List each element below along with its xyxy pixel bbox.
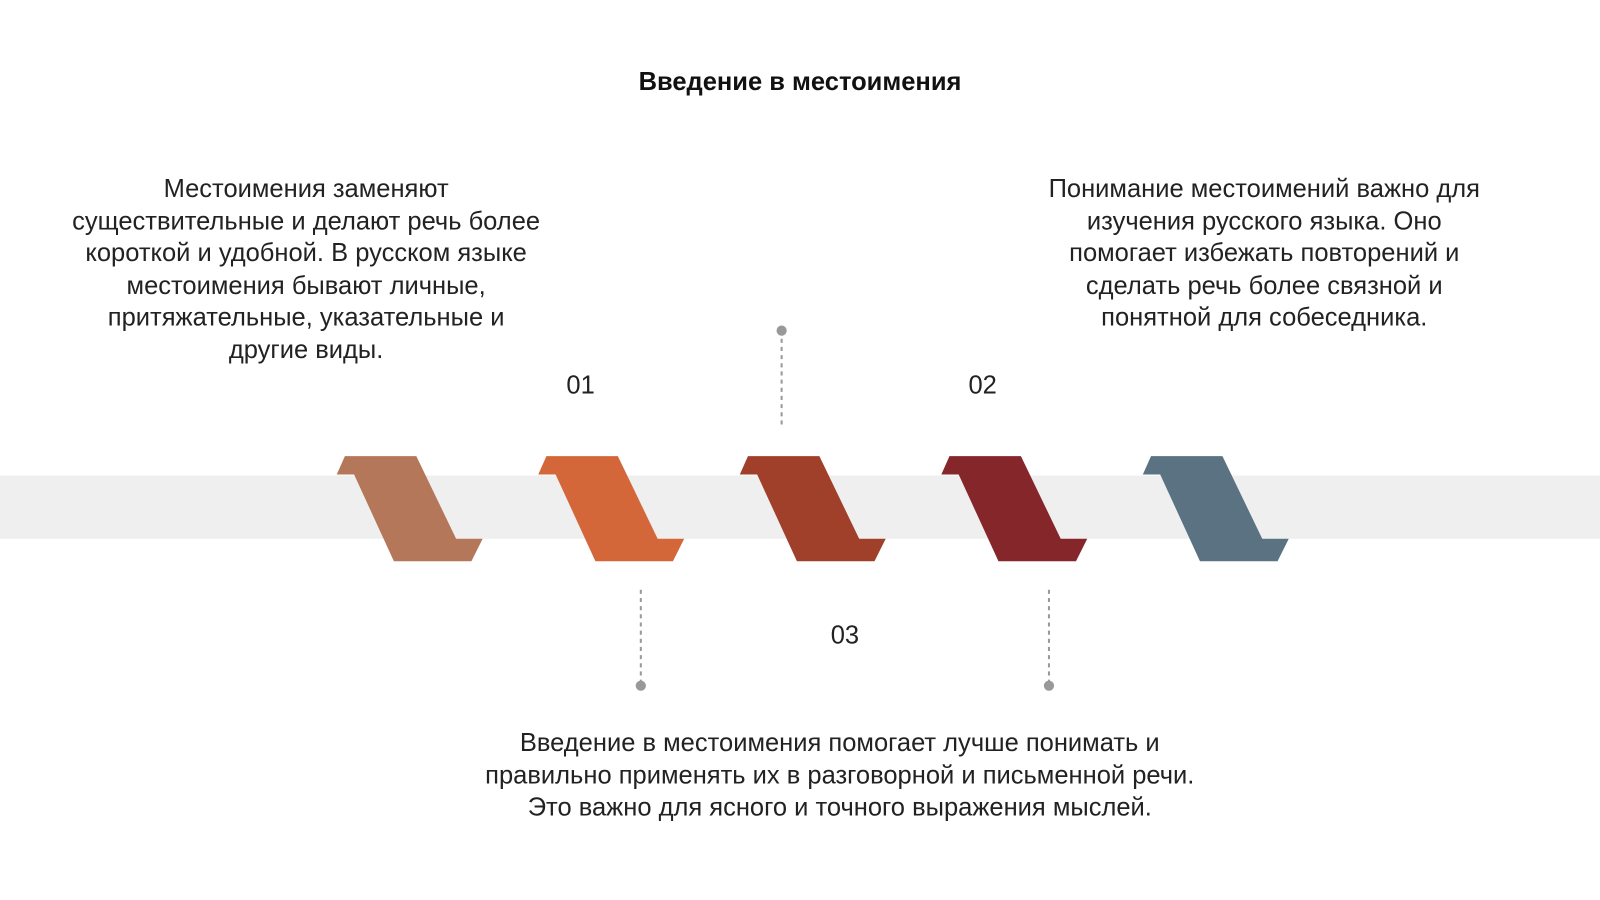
step-number: 03 bbox=[830, 620, 860, 650]
title: Введение в местоимения bbox=[638, 67, 962, 96]
chevron bbox=[739, 456, 886, 562]
step-text: Местоимения заменяют существительные и д… bbox=[72, 174, 541, 364]
dot bbox=[635, 680, 646, 691]
dot bbox=[776, 325, 787, 336]
step-number: 02 bbox=[968, 370, 997, 400]
dot bbox=[1043, 680, 1055, 691]
chevron bbox=[538, 456, 685, 562]
step-text: Понимание местоимений важно для изучения… bbox=[1048, 174, 1480, 332]
chevron bbox=[941, 456, 1088, 562]
step-number: 01 bbox=[566, 370, 595, 400]
chevron bbox=[336, 456, 483, 562]
step-text: Введение в местоимения помогает лучше по… bbox=[485, 728, 1195, 822]
chevron bbox=[1142, 456, 1289, 562]
